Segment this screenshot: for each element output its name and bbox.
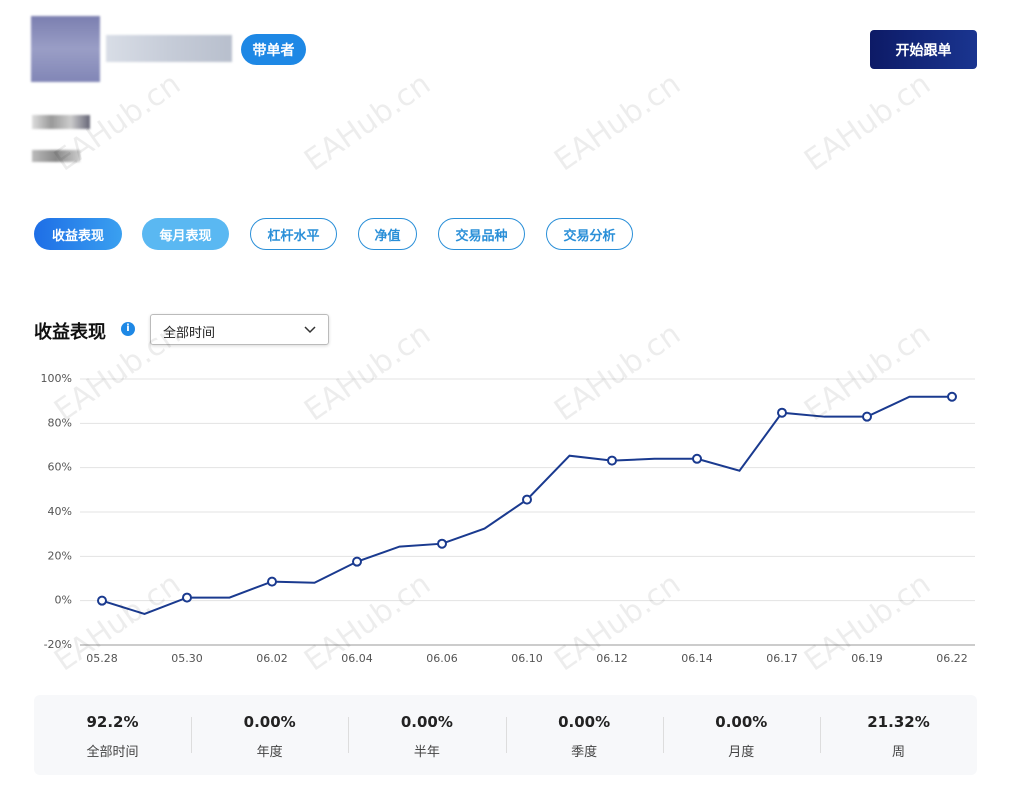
x-tick-label: 06.14 xyxy=(681,652,713,665)
section-title: 收益表现 xyxy=(34,322,106,343)
data-point xyxy=(267,576,277,587)
y-tick-label: 20% xyxy=(48,549,72,562)
x-tick-label: 06.12 xyxy=(596,652,628,665)
stat-value: 0.00% xyxy=(243,713,296,731)
chevron xyxy=(304,326,316,334)
user-name xyxy=(106,35,232,62)
separator xyxy=(662,717,664,753)
x-tick-label: 06.19 xyxy=(851,652,883,665)
stat-value: 0.00% xyxy=(558,713,611,731)
data-point xyxy=(352,556,362,567)
tab[interactable]: 交易分析 xyxy=(546,218,633,250)
x-tick-label: 06.02 xyxy=(256,652,288,665)
y-tick-label: 40% xyxy=(48,505,72,518)
data-point xyxy=(182,592,192,603)
y-tick-label: 0% xyxy=(55,594,72,607)
watermark: EAHub.cn xyxy=(798,66,938,179)
stat: 92.2% 全部时间 xyxy=(34,695,191,775)
x-tick-label: 05.30 xyxy=(171,652,203,665)
info-line xyxy=(32,115,90,129)
stat: 0.00% 年度 xyxy=(191,695,348,775)
data-point xyxy=(607,455,617,466)
stat-label: 月度 xyxy=(728,745,755,760)
stat-label: 全部时间 xyxy=(86,745,139,760)
data-line xyxy=(101,395,952,616)
x-tick-label: 06.04 xyxy=(341,652,373,665)
separator xyxy=(820,717,821,753)
data-point xyxy=(862,411,872,422)
tab[interactable]: 收益表现 xyxy=(34,218,122,250)
separator xyxy=(505,717,507,753)
x-tick-label: 06.10 xyxy=(511,652,543,665)
stat: 0.00% 月度 xyxy=(662,695,820,775)
data-point xyxy=(522,494,532,505)
stat-label: 季度 xyxy=(571,745,598,760)
x-tick-label: 06.22 xyxy=(936,652,968,665)
stats-panel xyxy=(34,695,977,775)
avatar xyxy=(31,16,100,82)
tab[interactable]: 净值 xyxy=(358,218,417,250)
stat-value: 92.2% xyxy=(86,713,139,731)
tab[interactable]: 每月表现 xyxy=(142,218,229,250)
stat-label: 年度 xyxy=(256,745,283,760)
tab[interactable]: 杠杆水平 xyxy=(250,218,337,250)
data-point xyxy=(437,538,447,549)
data-point xyxy=(692,453,702,464)
dropdown[interactable]: 全部时间 xyxy=(150,314,329,345)
y-tick-label: -20% xyxy=(44,638,72,651)
watermark: EAHub.cn xyxy=(298,66,438,179)
x-tick-label: 06.06 xyxy=(426,652,458,665)
follow-button[interactable]: 开始跟单 xyxy=(870,30,977,69)
stat-value: 21.32% xyxy=(867,713,930,731)
separator xyxy=(191,717,193,753)
separator xyxy=(348,717,350,753)
data-point xyxy=(947,391,957,402)
x-tick-label: 06.17 xyxy=(766,652,798,665)
stat: 21.32% 周 xyxy=(820,695,977,775)
role-badge: 带单者 xyxy=(241,34,306,65)
y-tick-label: 100% xyxy=(41,372,72,385)
chart: -20% 0% 20% 40% 60% 80% 100% 05.28 05.30 06.02 06.… xyxy=(41,372,975,665)
stat-label: 周 xyxy=(891,745,905,760)
stat-label: 半年 xyxy=(413,745,440,760)
stat-value: 0.00% xyxy=(400,713,453,731)
tab[interactable]: 交易品种 xyxy=(438,218,525,250)
data-point xyxy=(97,595,107,606)
dropdown-value: 全部时间 xyxy=(163,326,216,341)
stat: 0.00% 半年 xyxy=(348,695,505,775)
data-point xyxy=(777,407,787,418)
info-icon[interactable]: i xyxy=(121,322,135,336)
x-tick-label: 05.28 xyxy=(86,652,118,665)
stat-value: 0.00% xyxy=(715,713,768,731)
watermark: EAHub.cn xyxy=(548,66,688,179)
stat: 0.00% 季度 xyxy=(505,695,663,775)
info-line xyxy=(32,150,80,162)
y-tick-label: 80% xyxy=(48,416,72,429)
y-tick-label: 60% xyxy=(48,461,72,474)
